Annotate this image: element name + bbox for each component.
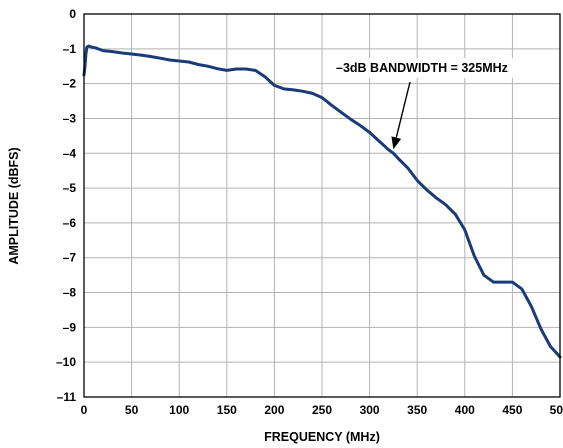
- annotation-label: –3dB BANDWIDTH = 325MHz: [336, 61, 508, 75]
- x-tick-label: 0: [81, 403, 88, 417]
- y-tick-label: –1: [63, 42, 77, 56]
- y-tick-labels: 0 –1 –2 –3 –4 –5 –6 –7 –8 –9 –10 –11: [56, 7, 76, 404]
- x-tick-label: 300: [360, 403, 380, 417]
- y-tick-label: –2: [63, 77, 77, 91]
- y-tick-label: –5: [63, 181, 77, 195]
- amplitude-line: [82, 44, 562, 359]
- y-tick-label: –9: [63, 320, 77, 334]
- y-tick-label: –6: [63, 216, 77, 230]
- annotation-arrowhead: [391, 136, 402, 150]
- x-tick-label: 350: [407, 403, 427, 417]
- x-tick-label: 50: [550, 403, 563, 417]
- annotation-background: [328, 58, 558, 78]
- y-tick-label: 0: [69, 7, 76, 21]
- y-tick-label: –7: [63, 251, 77, 265]
- y-tick-label: –8: [63, 286, 77, 300]
- y-tick-label: –11: [57, 390, 77, 404]
- annotation-arrow: [395, 81, 411, 138]
- y-axis-title: AMPLITUDE (dBFS): [7, 147, 21, 264]
- x-tick-label: 200: [264, 403, 284, 417]
- y-tick-label: –4: [63, 146, 77, 160]
- x-tick-labels: 0 50 100 150 200 250 300 350 400 450 50: [81, 403, 563, 417]
- y-tick-label: –3: [63, 111, 77, 125]
- x-tick-label: 450: [502, 403, 522, 417]
- x-axis-title: FREQUENCY (MHz): [264, 430, 380, 444]
- plot-frame: [83, 13, 561, 398]
- x-tick-label: 50: [125, 403, 139, 417]
- x-tick-label: 100: [169, 403, 189, 417]
- x-tick-label: 150: [217, 403, 237, 417]
- y-tick-label: –10: [56, 355, 76, 369]
- x-tick-label: 400: [455, 403, 475, 417]
- x-tick-label: 250: [312, 403, 332, 417]
